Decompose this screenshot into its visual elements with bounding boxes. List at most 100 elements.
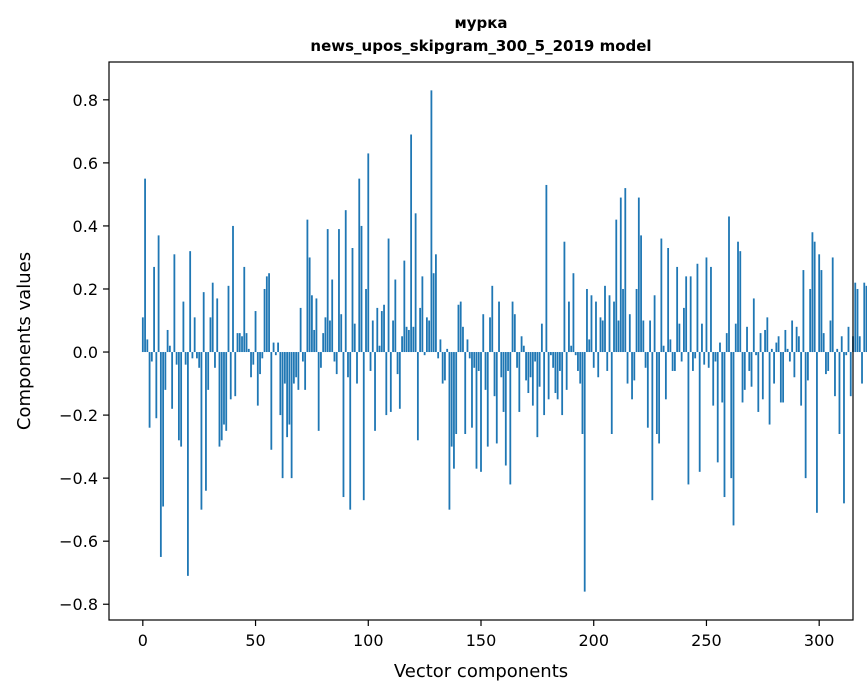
bar: [335, 352, 338, 375]
bar: [326, 229, 329, 353]
bar: [329, 320, 331, 353]
bar: [211, 282, 214, 353]
bar: [236, 333, 239, 353]
bar: [660, 238, 663, 353]
bar: [220, 352, 223, 441]
bar: [344, 210, 347, 353]
y-tick-label: 0.0: [73, 343, 98, 362]
bar: [168, 345, 171, 353]
bar: [177, 352, 180, 441]
bar: [746, 326, 748, 353]
bar: [793, 352, 796, 378]
bar: [398, 352, 401, 409]
bar: [157, 235, 160, 353]
y-tick-label: 0.2: [73, 280, 98, 299]
bar: [234, 352, 237, 397]
bar: [435, 254, 437, 353]
bar: [387, 238, 390, 353]
y-tick-label: −0.4: [59, 469, 98, 488]
bar: [144, 178, 146, 353]
bar: [802, 270, 805, 353]
bar: [491, 285, 494, 353]
bar: [653, 295, 656, 353]
bar: [707, 352, 710, 368]
bar: [669, 339, 672, 353]
bar: [164, 352, 167, 390]
bar: [338, 229, 340, 353]
y-tick-label: −0.2: [59, 406, 98, 425]
bar: [498, 301, 500, 353]
bar: [597, 352, 600, 378]
bar: [351, 248, 354, 353]
bar: [642, 320, 645, 353]
bar: [232, 225, 234, 353]
bar: [263, 288, 266, 353]
bar: [256, 352, 259, 406]
bar: [148, 352, 151, 428]
bar: [732, 352, 735, 526]
bar: [489, 317, 491, 353]
bar: [473, 352, 476, 368]
bar: [764, 329, 766, 353]
x-axis-ticks: 0 50 100 150 200 250 300: [138, 620, 834, 650]
bar: [619, 197, 622, 353]
bar: [225, 352, 228, 431]
y-axis-ticks: −0.8 −0.6 −0.4 −0.2 0.0 0.2 0.4 0.6 0.8: [59, 91, 109, 614]
bar: [162, 352, 165, 507]
bar: [453, 352, 455, 469]
bar: [425, 317, 428, 353]
bar: [595, 301, 597, 353]
bar: [545, 184, 548, 353]
x-tick-label: 150: [466, 631, 497, 650]
bar: [471, 352, 473, 428]
bar: [504, 352, 507, 466]
bar: [333, 352, 336, 362]
bar: [664, 352, 667, 400]
bar: [189, 251, 192, 353]
bar: [347, 352, 349, 378]
chart-subtitle: news_upos_skipgram_300_5_2019 model: [310, 37, 651, 55]
bar: [723, 352, 726, 498]
bar: [673, 352, 676, 371]
bar: [396, 352, 399, 375]
bar: [171, 352, 174, 409]
x-tick-label: 250: [691, 631, 722, 650]
bar: [768, 352, 771, 425]
bar: [797, 336, 800, 353]
bar: [259, 352, 261, 375]
bar: [466, 339, 469, 353]
bar: [712, 352, 715, 406]
bar: [459, 301, 462, 353]
bar: [581, 352, 584, 434]
bar: [241, 336, 243, 353]
bar: [209, 317, 212, 353]
bar: [568, 301, 570, 353]
bar: [610, 352, 613, 434]
bar: [401, 336, 403, 353]
bar: [389, 352, 392, 412]
bar: [356, 352, 358, 384]
bar: [788, 352, 791, 362]
bar: [773, 352, 775, 384]
bar: [378, 345, 381, 353]
bar: [538, 352, 541, 387]
bar: [218, 352, 221, 447]
bar: [822, 333, 825, 353]
bar: [786, 348, 789, 353]
bar: [534, 352, 537, 362]
bar: [766, 317, 769, 353]
bar: [531, 352, 534, 406]
bar: [193, 317, 196, 353]
bar: [254, 311, 257, 353]
y-tick-label: 0.8: [73, 91, 98, 110]
bar: [865, 285, 867, 353]
bar: [583, 352, 586, 592]
bar: [536, 352, 539, 438]
bar: [385, 352, 388, 416]
bar: [676, 266, 679, 353]
bar: [247, 348, 250, 353]
bar: [694, 352, 697, 359]
bar: [340, 314, 343, 353]
bar: [856, 288, 859, 353]
bar: [791, 320, 794, 353]
